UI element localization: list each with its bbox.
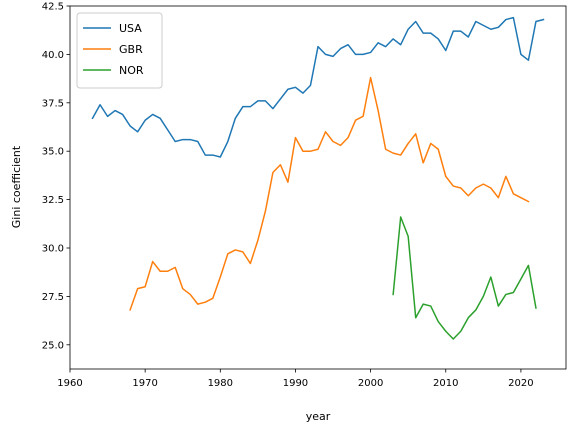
x-tick-label: 1970	[132, 378, 157, 389]
legend-label-usa: USA	[119, 22, 142, 35]
y-tick-label: 42.5	[42, 2, 64, 13]
legend-label-nor: NOR	[119, 64, 144, 77]
series-line-usa	[91, 16, 545, 158]
x-axis-label: year	[306, 410, 331, 423]
y-tick-label: 32.5	[42, 195, 64, 206]
x-tick-label: 1990	[283, 378, 308, 389]
y-tick-label: 35.0	[42, 147, 64, 158]
series-line-nor	[392, 216, 537, 340]
y-tick-label: 40.0	[42, 50, 64, 61]
series-line-gbr	[129, 76, 530, 311]
ticks-layer: 1960 1970 1980 1990 2000 2010 2020 25.0 27.5 30.0…	[42, 2, 534, 390]
y-tick-label: 25.0	[42, 340, 64, 351]
x-tick-label: 2000	[358, 378, 383, 389]
y-tick-label: 37.5	[42, 98, 64, 109]
y-axis-label: Gini coefficient	[10, 145, 23, 228]
plot-frame	[69, 5, 567, 370]
y-tick-label: 27.5	[42, 292, 64, 303]
x-tick-label: 1980	[208, 378, 233, 389]
series-layer	[91, 16, 545, 340]
legend: USA GBR NOR	[76, 12, 163, 89]
x-tick-label: 1960	[57, 378, 82, 389]
x-tick-label: 2020	[508, 378, 533, 389]
legend-label-gbr: GBR	[119, 43, 143, 56]
x-tick-label: 2010	[433, 378, 458, 389]
y-tick-label: 30.0	[42, 244, 64, 255]
